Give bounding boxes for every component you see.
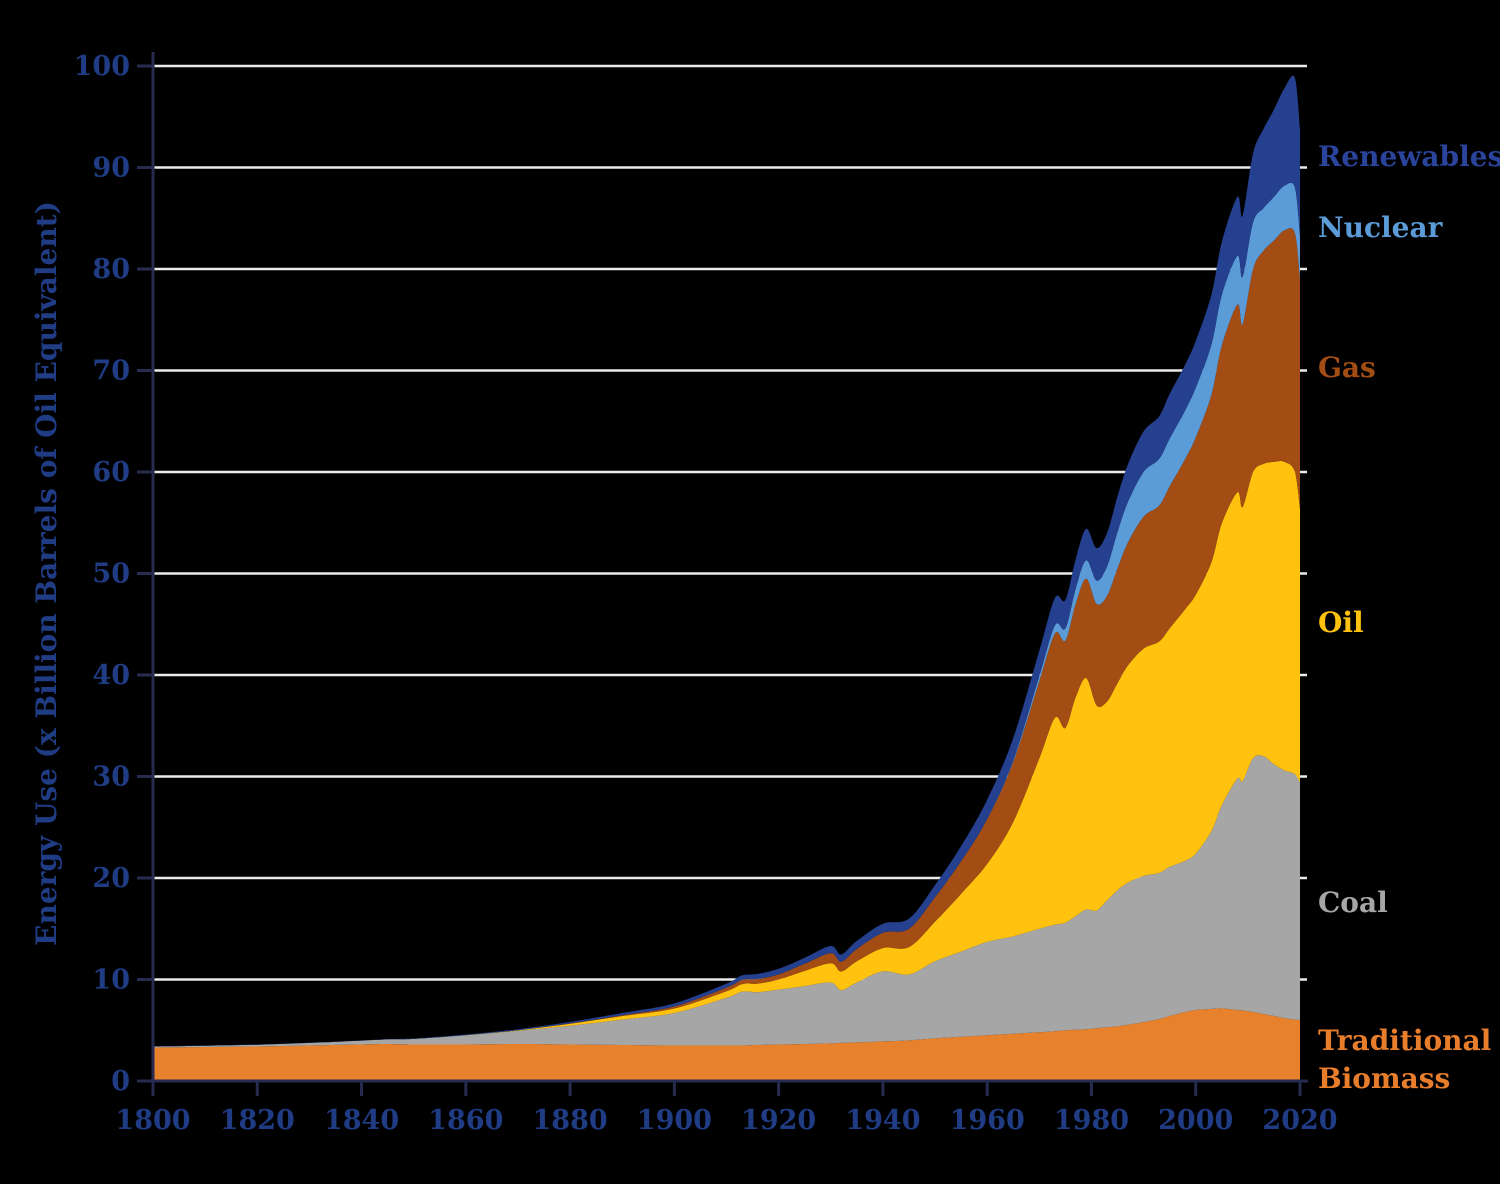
x-tick-label-2020: 2020 bbox=[1262, 1105, 1337, 1136]
x-tick-label-1840: 1840 bbox=[324, 1105, 399, 1136]
x-tick-label-1920: 1920 bbox=[741, 1105, 816, 1136]
x-tick-label-1980: 1980 bbox=[1054, 1105, 1129, 1136]
legend-label-traditional-biomass-line1: Traditional bbox=[1318, 1024, 1491, 1057]
area-coal bbox=[153, 755, 1300, 1048]
y-tick-label-30: 30 bbox=[92, 762, 130, 793]
y-tick-label-10: 10 bbox=[92, 965, 130, 996]
y-tick-label-0: 0 bbox=[111, 1066, 130, 1097]
y-tick-label-90: 90 bbox=[92, 153, 130, 184]
y-tick-label-50: 50 bbox=[92, 559, 130, 590]
area-nuclear bbox=[153, 182, 1300, 1047]
y-tick-label-40: 40 bbox=[92, 660, 130, 691]
y-tick-label-20: 20 bbox=[92, 863, 130, 894]
legend-label-renewables: Renewables bbox=[1318, 140, 1500, 173]
y-axis-title: Energy Use (x Billion Barrels of Oil Equ… bbox=[30, 201, 63, 946]
y-tick-label-70: 70 bbox=[92, 356, 130, 387]
x-tick-label-2000: 2000 bbox=[1158, 1105, 1233, 1136]
x-tick-label-1820: 1820 bbox=[220, 1105, 295, 1136]
legend-label-coal: Coal bbox=[1318, 886, 1388, 919]
y-tick-label-60: 60 bbox=[92, 457, 130, 488]
legend-label-traditional-biomass-line2: Biomass bbox=[1318, 1062, 1450, 1095]
x-tick-label-1960: 1960 bbox=[950, 1105, 1025, 1136]
y-tick-label-80: 80 bbox=[92, 254, 130, 285]
x-tick-label-1940: 1940 bbox=[845, 1105, 920, 1136]
legend-label-nuclear: Nuclear bbox=[1318, 211, 1444, 244]
area-gas bbox=[153, 228, 1300, 1047]
area-traditional-biomass bbox=[153, 1008, 1300, 1081]
y-tick-label-100: 100 bbox=[74, 51, 130, 82]
area-oil bbox=[153, 461, 1300, 1047]
legend-label-oil: Oil bbox=[1318, 606, 1364, 639]
x-tick-label-1900: 1900 bbox=[637, 1105, 712, 1136]
x-tick-label-1880: 1880 bbox=[533, 1105, 608, 1136]
x-tick-label-1860: 1860 bbox=[428, 1105, 503, 1136]
x-tick-label-1800: 1800 bbox=[115, 1105, 190, 1136]
legend-label-gas: Gas bbox=[1318, 351, 1376, 384]
